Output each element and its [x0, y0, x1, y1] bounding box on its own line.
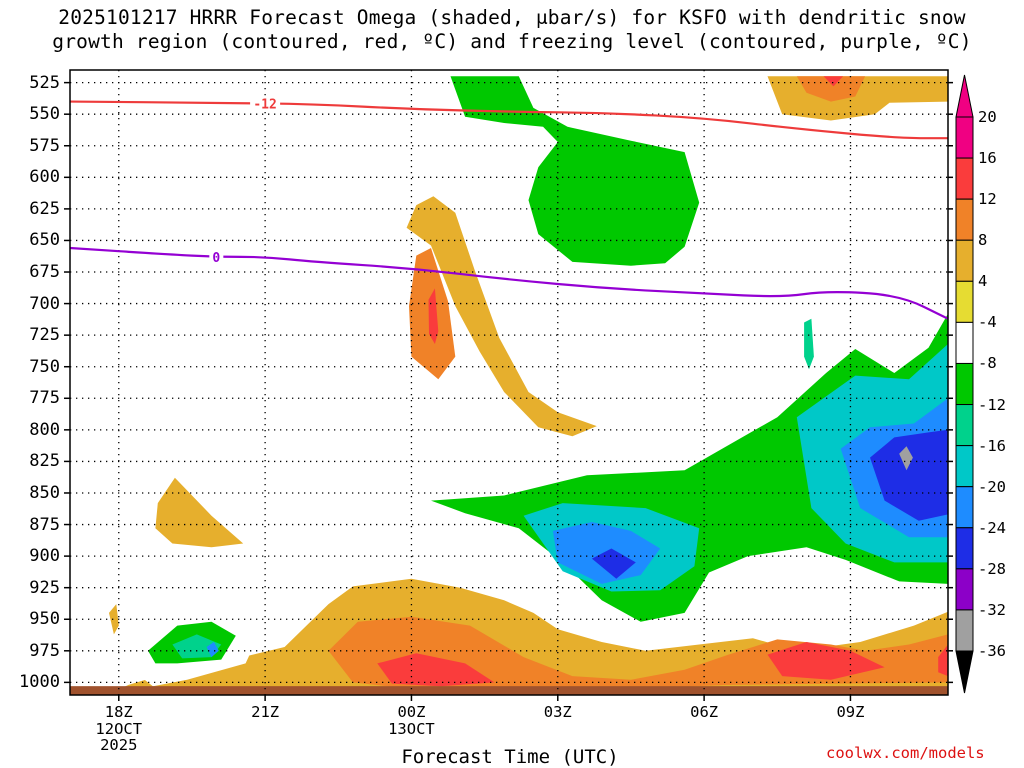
- dgz-minus12-line-label: -12: [253, 97, 276, 112]
- y-tick-label-825: 825: [29, 451, 60, 472]
- colorbar: [955, 74, 974, 694]
- colorbar-label-12: 12: [978, 190, 997, 209]
- x-tick-label-4-0: 21Z: [251, 703, 280, 721]
- y-tick-label-800: 800: [29, 419, 60, 440]
- omega-region-upper-right-red: [823, 76, 844, 87]
- x-tick-label-1-2: 2025: [100, 736, 138, 754]
- colorbar-label--36: -36: [978, 642, 1006, 660]
- colorbar-label--32: -32: [978, 600, 1006, 619]
- y-tick-label-675: 675: [29, 262, 60, 283]
- plot-frame: [69, 69, 949, 696]
- y-tick-label-750: 750: [29, 356, 60, 377]
- chart-title: 2025101217 HRRR Forecast Omega (shaded, …: [0, 6, 1024, 54]
- x-tick-label-16-0: 09Z: [836, 703, 865, 721]
- dgz-minus12-line-label-bg: [250, 96, 281, 111]
- freezing-level-0-line: [70, 246, 948, 320]
- ground-band: [70, 686, 948, 695]
- omega-region-low-left-yellow-dot: [109, 604, 119, 635]
- colorbar-label--12: -12: [978, 395, 1006, 414]
- colorbar-bin--12-to--8: [955, 362, 974, 406]
- freezing-level-0-line-label-bg: [209, 249, 224, 264]
- y-tick-label-900: 900: [29, 546, 60, 567]
- freezing-level-0-line-label: 0: [212, 251, 220, 266]
- colorbar-label--4: -4: [978, 313, 997, 332]
- y-tick-label-625: 625: [29, 198, 60, 219]
- colorbar-label-20: 20: [978, 108, 997, 126]
- chart-title-line-2: growth region (contoured, red, ºC) and f…: [52, 30, 972, 53]
- colorbar-bin--4-to-4: [955, 280, 974, 323]
- y-tick-label-925: 925: [29, 577, 60, 598]
- omega-region-center-purple: [591, 548, 636, 579]
- colorbar-bin--8-to--4: [955, 321, 974, 364]
- x-axis-title: Forecast Time (UTC): [401, 746, 619, 768]
- y-tick-label-650: 650: [29, 230, 60, 251]
- colorbar-label-4: 4: [978, 272, 988, 291]
- y-tick-label-975: 975: [29, 640, 60, 661]
- omega-region-low-left-yellow-blob: [155, 477, 244, 548]
- y-tick-label-550: 550: [29, 104, 60, 125]
- omega-region-upper-right-orange: [796, 76, 866, 102]
- colorbar-label--20: -20: [978, 477, 1006, 496]
- omega-region-right-gray: [899, 446, 913, 471]
- colorbar-bin--32-to--28: [955, 568, 974, 611]
- colorbar-top-triangle: [955, 74, 974, 118]
- omega-region-upper-teal-patch: [450, 76, 700, 266]
- x-tick-label-7-1: 13OCT: [388, 719, 435, 738]
- omega-region-bottom-red-core-1: [377, 653, 495, 687]
- omega-region-red-orange-core: [428, 288, 439, 344]
- colorbar-label--24: -24: [978, 518, 1006, 537]
- y-tick-label-725: 725: [29, 325, 60, 346]
- colorbar-label--16: -16: [978, 436, 1006, 455]
- y-tick-label-700: 700: [29, 293, 60, 314]
- omega-region-low-left-blue-dot: [206, 642, 219, 658]
- colorbar-bin--20-to--16: [955, 445, 974, 488]
- omega-region-mid-teal-finger: [804, 318, 814, 370]
- x-tick-label-13-0: 06Z: [690, 703, 719, 721]
- omega-region-yellow-plume: [406, 196, 597, 437]
- colorbar-label-8: 8: [978, 231, 988, 250]
- y-tick-label-950: 950: [29, 609, 60, 630]
- colorbar-label-16: 16: [978, 149, 997, 168]
- x-tick-label-1-0: 18Z: [104, 703, 133, 721]
- colorbar-bin-16-to-20: [955, 116, 974, 159]
- colorbar-bin--36-to--32: [955, 609, 974, 652]
- y-tick-label-525: 525: [29, 72, 60, 93]
- y-tick-label-575: 575: [29, 135, 60, 156]
- x-tick-label-7-0: 00Z: [397, 703, 426, 721]
- colorbar-bin--28-to--24: [955, 527, 974, 570]
- colorbar-bottom-triangle: [955, 650, 974, 694]
- axis-ticks: [64, 81, 953, 701]
- colorbar-bin-4-to-8: [955, 239, 974, 282]
- chart-title-line-1: 2025101217 HRRR Forecast Omega (shaded, …: [58, 6, 966, 29]
- omega-region-right-purple: [870, 429, 948, 521]
- x-tick-label-1-1: 12OCT: [95, 719, 143, 738]
- colorbar-label--28: -28: [978, 559, 1006, 578]
- y-tick-label-600: 600: [29, 167, 60, 188]
- omega-region-bottom-red-core-3: [938, 644, 948, 677]
- y-tick-label-875: 875: [29, 514, 60, 535]
- source-credit[interactable]: coolwx.com/models: [826, 744, 985, 762]
- x-tick-label-10-0: 03Z: [543, 703, 572, 721]
- plot-area: -12 0: [70, 70, 948, 695]
- dgz-minus12-line: [70, 100, 948, 140]
- colorbar-bin--16-to--12: [955, 404, 974, 447]
- y-tick-label-850: 850: [29, 482, 60, 503]
- colorbar-bin-12-to-16: [955, 157, 974, 200]
- colorbar-label--8: -8: [978, 354, 997, 373]
- colorbar-bin-8-to-12: [955, 198, 974, 241]
- omega-region-low-left-lightblue: [172, 634, 222, 659]
- y-tick-label-775: 775: [29, 388, 60, 409]
- colorbar-bin--24-to--20: [955, 486, 974, 529]
- y-tick-label-1000: 1000: [19, 672, 60, 693]
